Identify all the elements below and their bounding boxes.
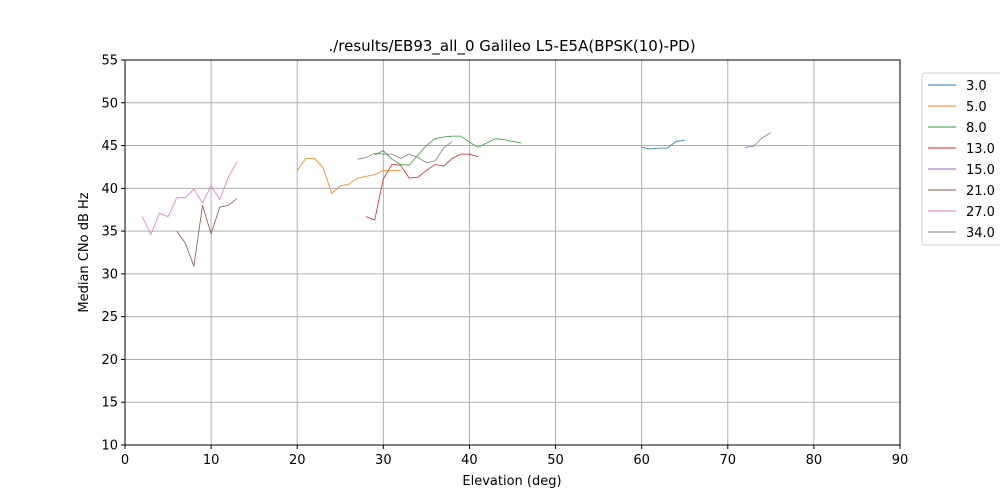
y-tick-label: 35 bbox=[101, 225, 118, 240]
y-axis-label: Median CNo dB Hz bbox=[77, 192, 92, 312]
legend-label: 3.0 bbox=[966, 79, 987, 94]
legend-label: 15.0 bbox=[966, 163, 995, 178]
series-line-3-0 bbox=[641, 140, 685, 150]
y-tick-label: 20 bbox=[101, 353, 118, 368]
legend-label: 27.0 bbox=[966, 205, 995, 220]
legend-label: 13.0 bbox=[966, 142, 995, 157]
legend-label: 21.0 bbox=[966, 184, 995, 199]
series-line-21-0 bbox=[176, 198, 238, 267]
x-tick-label: 70 bbox=[720, 453, 737, 468]
chart-title: ./results/EB93_all_0 Galileo L5-E5A(BPSK… bbox=[328, 37, 695, 56]
x-tick-label: 40 bbox=[461, 453, 478, 468]
y-tick-label: 50 bbox=[101, 96, 118, 111]
series-line-13-0 bbox=[365, 153, 479, 221]
x-tick-label: 30 bbox=[375, 453, 392, 468]
x-tick-label: 0 bbox=[121, 453, 129, 468]
x-tick-label: 10 bbox=[203, 453, 220, 468]
y-tick-label: 55 bbox=[101, 54, 118, 69]
x-tick-label: 60 bbox=[633, 453, 650, 468]
series-layer bbox=[141, 132, 772, 267]
y-tick-label: 40 bbox=[101, 182, 118, 197]
x-tick-label: 80 bbox=[806, 453, 823, 468]
x-axis-label: Elevation (deg) bbox=[462, 474, 561, 489]
series-line-8-0 bbox=[374, 135, 522, 166]
x-tick-label: 90 bbox=[892, 453, 909, 468]
plot-frame bbox=[124, 59, 901, 446]
y-tick-label: 15 bbox=[101, 396, 118, 411]
x-tick-label: 20 bbox=[289, 453, 306, 468]
y-tick-label: 25 bbox=[101, 310, 118, 325]
series-line-15-0 bbox=[744, 132, 772, 148]
series-line-34-0 bbox=[357, 140, 453, 164]
legend-label: 8.0 bbox=[966, 121, 987, 136]
legend-label: 34.0 bbox=[966, 226, 995, 241]
y-tick-label: 45 bbox=[101, 139, 118, 154]
series-line-27-0 bbox=[141, 161, 238, 235]
y-tick-label: 30 bbox=[101, 267, 118, 282]
series-line-5-0 bbox=[296, 157, 401, 194]
x-tick-label: 50 bbox=[547, 453, 564, 468]
y-tick-label: 10 bbox=[101, 439, 118, 454]
legend: 3.0 5.0 8.0 13.0 15.0 21.0 27.0 34.0 bbox=[921, 72, 1000, 246]
legend-label: 5.0 bbox=[966, 100, 987, 115]
legend-frame bbox=[921, 72, 1000, 246]
